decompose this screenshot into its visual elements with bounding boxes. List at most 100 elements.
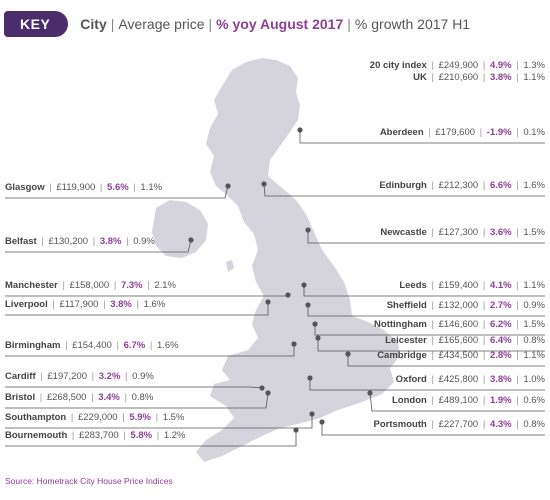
separator: | <box>37 371 46 382</box>
leader-line-portsmouth <box>321 422 545 436</box>
city-price: £268,500 <box>46 392 87 403</box>
separator: | <box>111 280 119 291</box>
city-dot-oxford <box>307 375 313 381</box>
city-name: 20 city index <box>369 60 427 71</box>
separator: | <box>46 182 55 193</box>
leader-line-edinburgh <box>263 183 545 197</box>
city-price: £210,600 <box>438 72 479 83</box>
city-name: Belfast <box>5 236 37 247</box>
city-dot-southampton <box>309 411 315 417</box>
separator: | <box>144 280 153 291</box>
city-dot-london <box>367 390 373 396</box>
city-dot-bournemouth <box>293 427 299 433</box>
city-price: £197,200 <box>47 371 87 382</box>
leader-line-manchester <box>5 295 289 297</box>
city-label-20-city-index: 20 city index | £249,900 | 4.9% | 1.3% <box>370 60 545 72</box>
city-dot-sheffield <box>305 302 311 308</box>
city-label-sheffield: Sheffield | £132,000 | 2.7% | 0.9% <box>387 300 545 312</box>
separator: | <box>480 374 488 385</box>
separator: | <box>428 319 437 330</box>
separator: | <box>119 412 128 423</box>
separator: | <box>154 430 162 441</box>
separator: | <box>513 72 522 83</box>
separator: | <box>513 280 522 291</box>
separator: | <box>428 72 437 83</box>
separator: | <box>428 374 437 385</box>
city-yoy: 3.4% <box>98 392 120 403</box>
separator: | <box>122 371 131 382</box>
isle-of-man <box>226 260 234 272</box>
city-yoy: 4.3% <box>489 419 512 430</box>
separator: | <box>97 182 106 193</box>
city-name: Edinburgh <box>379 180 427 191</box>
city-h1: 1.6% <box>156 340 179 351</box>
separator: | <box>480 350 488 361</box>
city-name: Nottingham <box>374 319 427 330</box>
city-name: Liverpool <box>5 299 48 310</box>
city-h1: 0.8% <box>523 419 545 430</box>
city-price: £179,600 <box>435 127 476 138</box>
city-dot-cambridge <box>345 351 351 357</box>
separator: | <box>513 350 522 361</box>
city-price: £249,900 <box>438 60 479 71</box>
source-note: Source: Hometrack City House Price Indic… <box>5 476 173 486</box>
separator: | <box>480 300 488 311</box>
city-label-leeds: Leeds | £159,400 | 4.1% | 1.1% <box>399 280 545 292</box>
city-name: Portsmouth <box>373 419 427 430</box>
leader-line-southampton <box>5 414 313 429</box>
separator: | <box>428 350 437 361</box>
city-name: Southampton <box>5 412 67 423</box>
separator: | <box>153 412 161 423</box>
separator: | <box>113 340 122 351</box>
leader-line-birmingham <box>5 344 295 357</box>
city-yoy: 3.6% <box>489 227 512 238</box>
city-dot-portsmouth <box>319 419 325 425</box>
separator: | <box>88 392 97 403</box>
city-label-birmingham: Birmingham | £154,400 | 6.7% | 1.6% <box>5 340 179 352</box>
separator: | <box>428 60 437 71</box>
city-h1: 1.0% <box>523 374 545 385</box>
city-h1: 1.1% <box>140 182 163 193</box>
separator: | <box>38 236 47 247</box>
city-h1: 1.5% <box>523 227 545 238</box>
city-label-bristol: Bristol | £268,500 | 3.4% | 0.8% <box>5 392 153 404</box>
city-label-bournemouth: Bournemouth | £283,700 | 5.8% | 1.2% <box>5 430 185 442</box>
key-badge: KEY <box>4 11 69 37</box>
separator: | <box>513 300 522 311</box>
city-name: Oxford <box>395 374 427 385</box>
key-description: City | Average price |% yoy August 2017 |% g… <box>80 16 471 32</box>
separator: | <box>123 236 132 247</box>
separator: | <box>513 127 522 138</box>
separator: | <box>121 392 130 403</box>
city-h1: 1.1% <box>523 72 545 83</box>
city-dot-bristol <box>265 390 271 396</box>
city-h1: 1.2% <box>163 430 186 441</box>
city-price: £146,600 <box>438 319 479 330</box>
separator: | <box>480 419 488 430</box>
city-h1: 1.5% <box>162 412 185 423</box>
separator: | <box>428 180 437 191</box>
leader-line-cambridge <box>347 354 545 367</box>
city-yoy: 3.8% <box>489 72 512 83</box>
city-h1: 0.1% <box>523 127 545 138</box>
separator: | <box>480 72 488 83</box>
city-dot-nottingham <box>312 321 318 327</box>
city-label-southampton: Southampton | £229,000 | 5.9% | 1.5% <box>5 412 184 424</box>
city-h1: 1.6% <box>523 180 545 191</box>
leader-line-london <box>369 392 545 412</box>
separator: | <box>513 180 522 191</box>
city-yoy: 3.8% <box>110 299 132 310</box>
city-dot-glasgow <box>225 183 231 189</box>
city-label-cambridge: Cambridge | £434,500 | 2.8% | 1.1% <box>377 350 545 362</box>
separator: | <box>68 412 76 423</box>
leader-line-bristol <box>5 392 269 409</box>
city-label-oxford: Oxford | £425,800 | 3.8% | 1.0% <box>396 374 545 386</box>
city-name: Birmingham <box>5 340 61 351</box>
key-average-price: Average price <box>118 16 205 32</box>
city-yoy: 3.8% <box>489 374 512 385</box>
city-dot-leeds <box>301 282 307 288</box>
separator: | <box>120 430 129 441</box>
key-growth: % growth 2017 H1 <box>354 16 471 32</box>
city-label-uk: UK | £210,600 | 3.8% | 1.1% <box>413 72 545 84</box>
city-price: £434,500 <box>438 350 479 361</box>
